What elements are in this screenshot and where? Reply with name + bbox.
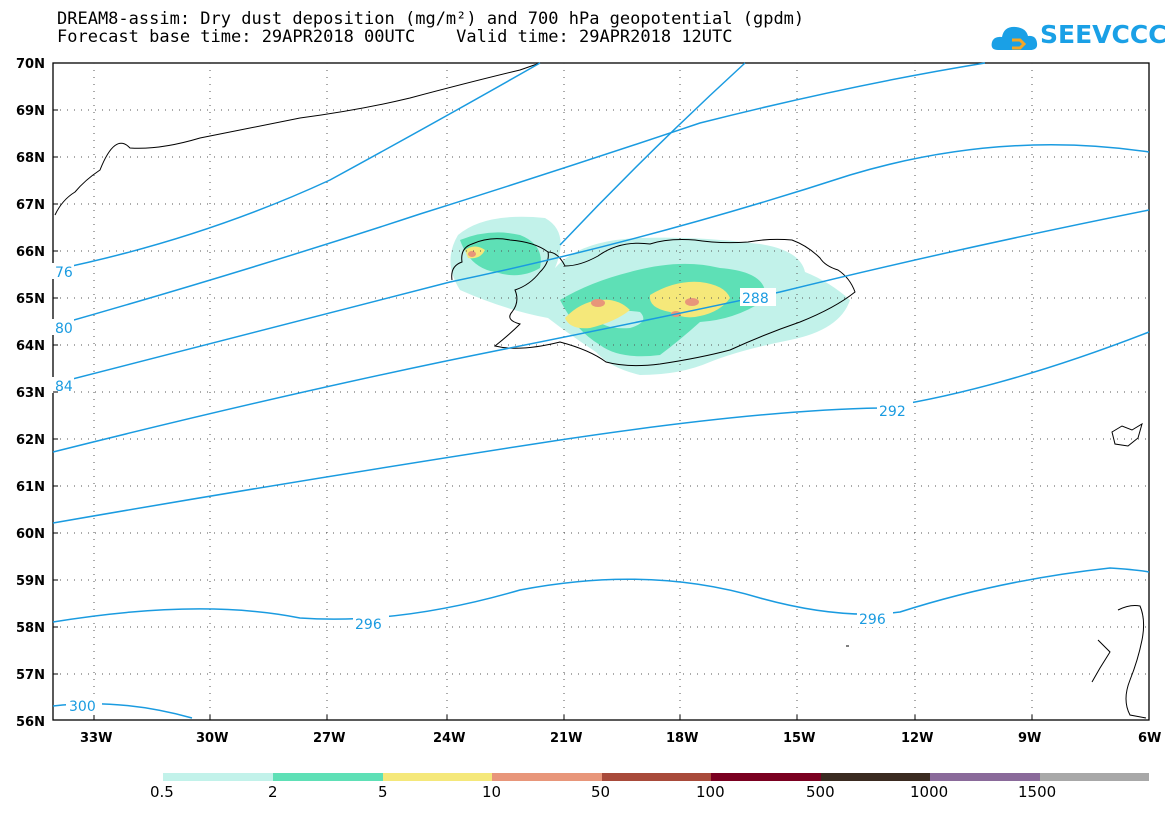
lat-label: 58N xyxy=(16,621,45,636)
contour-label: 300 xyxy=(69,699,96,715)
dust-shading xyxy=(450,216,850,375)
lon-label: 33W xyxy=(80,731,112,746)
dust-area-medium xyxy=(460,232,541,276)
lon-label: 27W xyxy=(313,731,345,746)
dust-area-orange xyxy=(685,298,699,306)
lon-label: 6W xyxy=(1138,731,1161,746)
contour-label: 84 xyxy=(55,379,73,395)
chart-subtitle: Forecast base time: 29APR2018 00UTC Vali… xyxy=(57,27,733,47)
lat-label: 64N xyxy=(16,339,45,354)
legend-swatch xyxy=(492,773,602,781)
legend-colorbar xyxy=(163,773,1149,781)
legend-label: 10 xyxy=(482,783,502,801)
greenland-coast xyxy=(54,62,541,216)
cloud-icon xyxy=(991,26,1038,50)
contour-label: 292 xyxy=(879,404,906,420)
longitude-labels: 33W 30W 27W 24W 21W 18W 15W 12W 9W 6W xyxy=(80,731,1161,746)
contour-284 xyxy=(52,144,1150,385)
faroe-coast xyxy=(1111,422,1143,447)
legend-label: 500 xyxy=(806,783,835,801)
lat-label: 68N xyxy=(16,151,45,166)
legend-label: 50 xyxy=(591,783,611,801)
lon-label: 9W xyxy=(1018,731,1041,746)
lon-label: 30W xyxy=(196,731,228,746)
contour-label: 76 xyxy=(55,265,73,281)
contour-276b xyxy=(559,62,746,246)
latitude-labels: 70N 69N 68N 67N 66N 65N 64N 63N 62N 61N … xyxy=(16,57,45,730)
legend-swatch xyxy=(930,773,1040,781)
contour-288 xyxy=(52,209,1150,453)
legend-swatch xyxy=(273,773,383,781)
lat-label: 57N xyxy=(16,668,45,683)
lat-label: 59N xyxy=(16,574,45,589)
lon-label: 21W xyxy=(550,731,582,746)
legend-swatch xyxy=(1040,773,1149,781)
grid xyxy=(53,63,1149,720)
lon-label: 24W xyxy=(433,731,465,746)
lat-label: 66N xyxy=(16,245,45,260)
contour-280 xyxy=(52,62,986,327)
legend-label: 1500 xyxy=(1018,783,1057,801)
lat-label: 60N xyxy=(16,527,45,542)
dust-area-orange xyxy=(591,299,605,307)
legend-label: 5 xyxy=(378,783,388,801)
legend-swatch xyxy=(602,773,711,781)
legend-label: 2 xyxy=(268,783,278,801)
lon-label: 15W xyxy=(783,731,815,746)
lat-label: 61N xyxy=(16,480,45,495)
contour-label: 80 xyxy=(55,321,73,337)
lat-label: 65N xyxy=(16,292,45,307)
chart-title: DREAM8-assim: Dry dust deposition (mg/m²… xyxy=(57,9,805,29)
contour-292 xyxy=(52,331,1150,524)
lat-label: 67N xyxy=(16,198,45,213)
legend-label: 0.5 xyxy=(150,783,174,801)
legend-swatch xyxy=(711,773,821,781)
legend-label: 1000 xyxy=(910,783,949,801)
scotland-coast xyxy=(1091,605,1147,719)
ticks xyxy=(53,109,1033,720)
lat-label: 56N xyxy=(16,715,45,730)
iceland-coast xyxy=(451,238,856,367)
contour-label: 296 xyxy=(355,617,382,633)
dust-area-orange xyxy=(468,251,476,257)
contour-label: 288 xyxy=(742,291,769,307)
lat-label: 69N xyxy=(16,104,45,119)
legend-swatch xyxy=(821,773,930,781)
lat-label: 63N xyxy=(16,386,45,401)
contour-label: 296 xyxy=(859,612,886,628)
lon-label: 18W xyxy=(666,731,698,746)
logo-text: SEEVCCC xyxy=(1040,20,1167,49)
lat-label: 62N xyxy=(16,433,45,448)
contour-labels: 76 80 84 288 292 296 296 300 xyxy=(52,263,913,715)
lat-label: 70N xyxy=(16,57,45,72)
legend-label: 100 xyxy=(696,783,725,801)
legend-swatch xyxy=(383,773,492,781)
dust-area-yellow xyxy=(565,299,630,329)
contour-296 xyxy=(52,567,1150,623)
coastlines xyxy=(54,62,1147,719)
lon-label: 12W xyxy=(901,731,933,746)
legend-swatch xyxy=(163,773,273,781)
geopotential-contours xyxy=(52,62,1150,719)
contour-276 xyxy=(52,62,541,271)
